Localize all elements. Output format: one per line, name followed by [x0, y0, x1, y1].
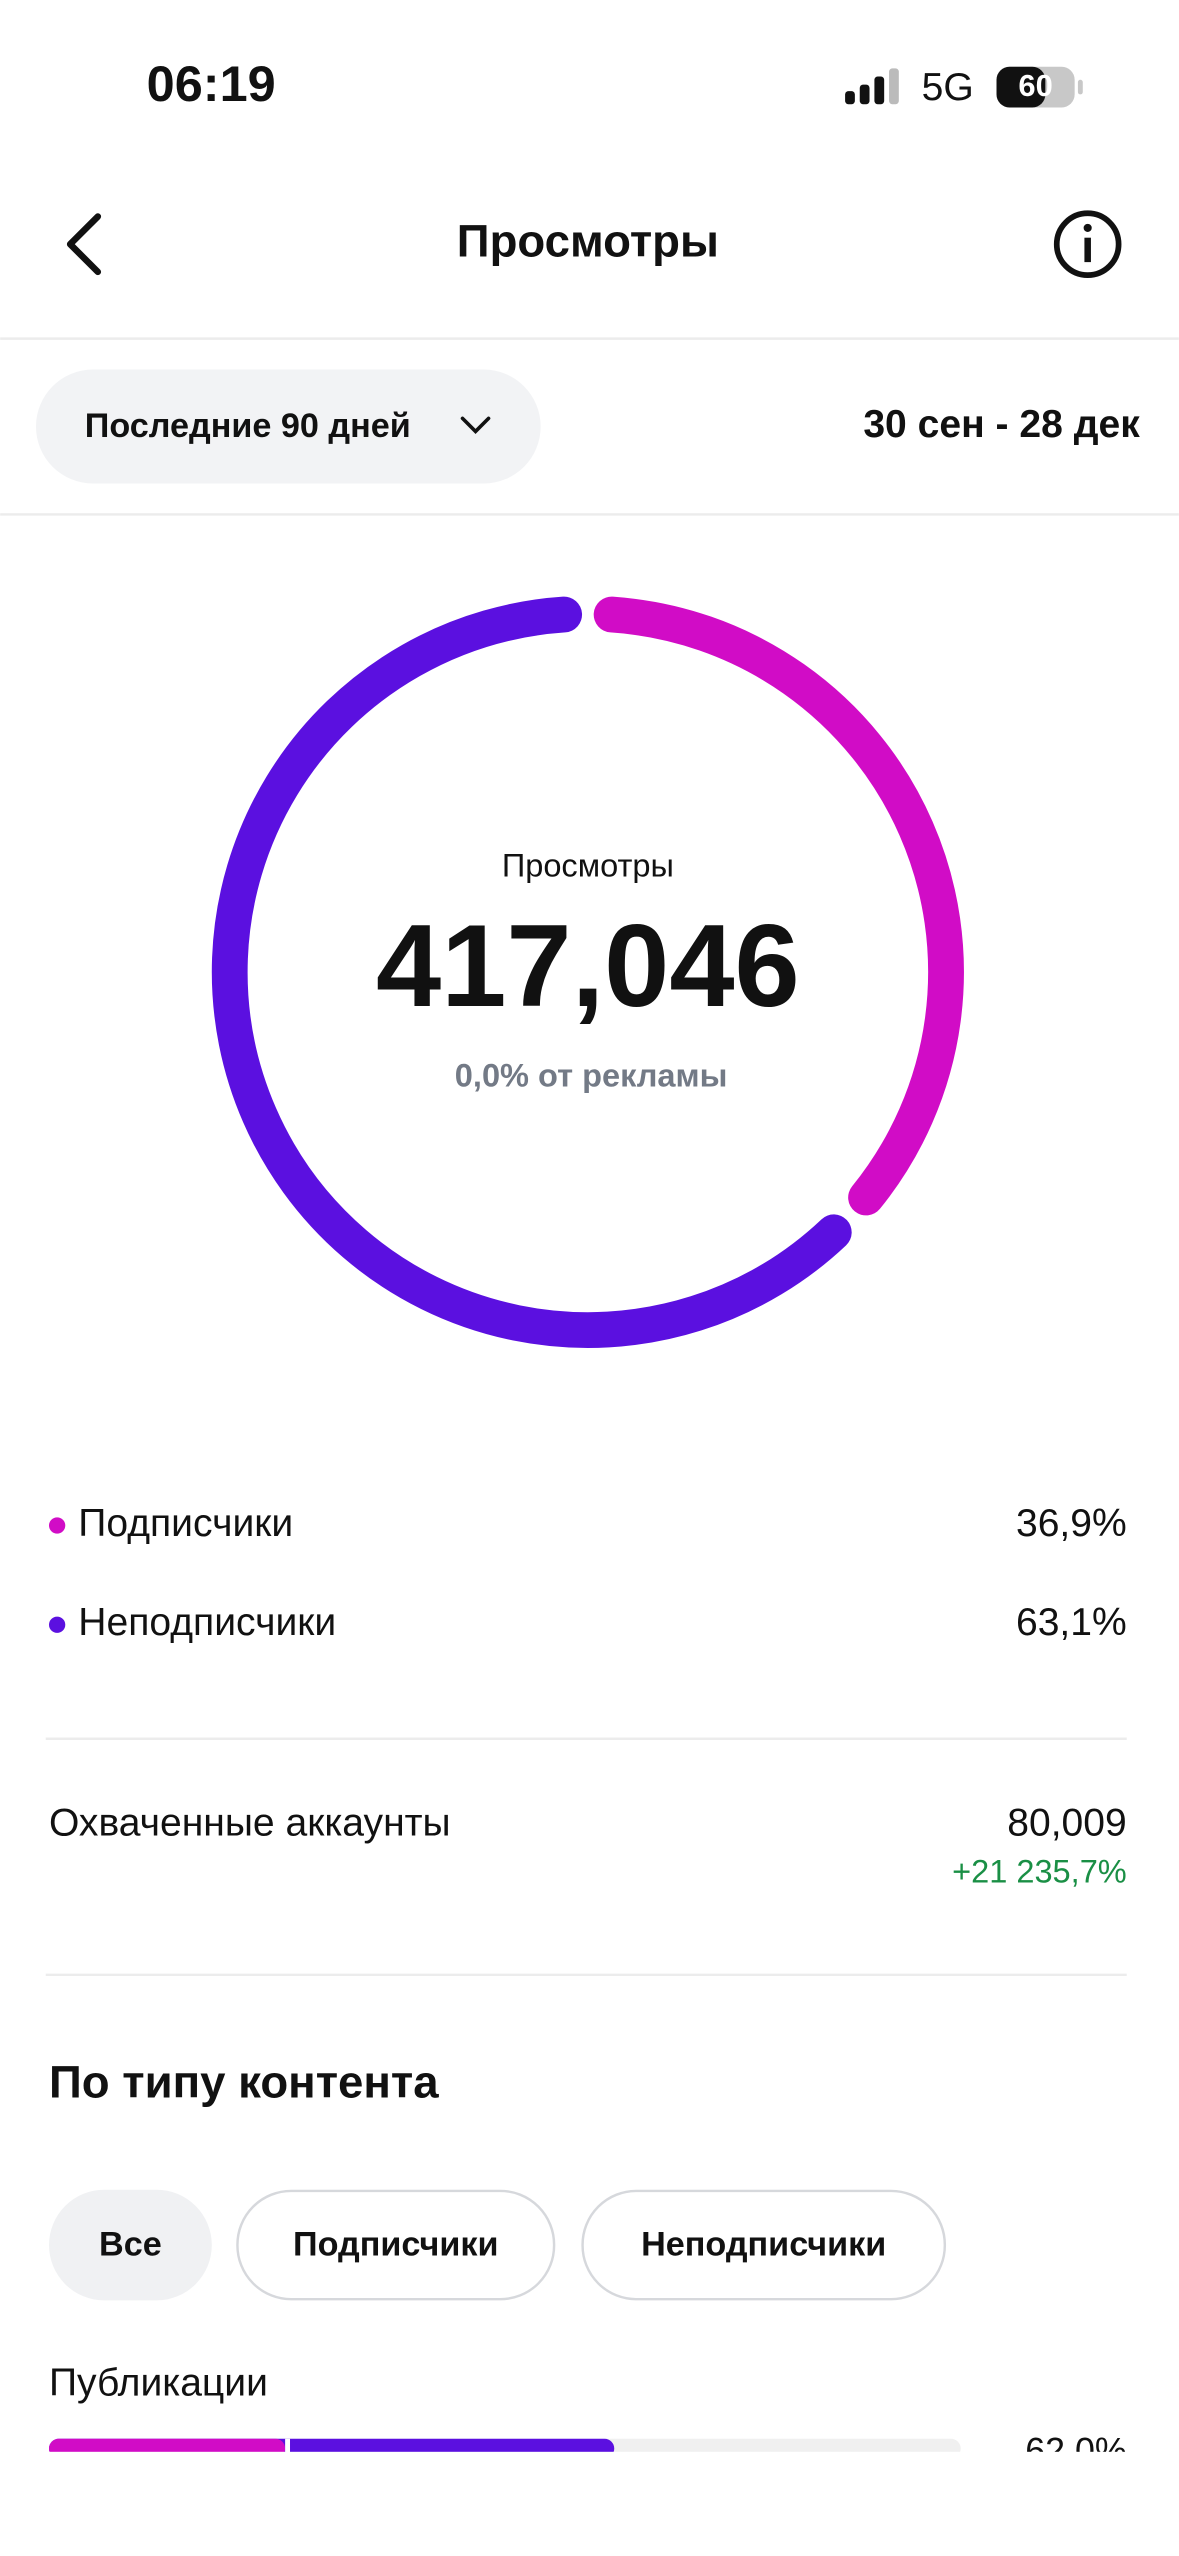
bottom-area — [0, 2451, 1179, 2556]
date-range: 30 сен - 28 дек — [863, 403, 1140, 446]
network-type: 5G — [922, 66, 974, 109]
views-total: 417,046 — [376, 900, 800, 1031]
battery-level: 60 — [1018, 68, 1052, 103]
legend-dot — [48, 1616, 66, 1633]
section-title: По типу контента — [49, 2057, 439, 2108]
period-dropdown[interactable] — [35, 369, 541, 484]
bar-gap — [285, 2438, 291, 2459]
period-label: Последние 90 дней — [85, 407, 411, 445]
status-time: 06:19 — [147, 55, 276, 112]
reach-change: +21 235,7% — [952, 1853, 1127, 1889]
tab-label: Все — [99, 2226, 162, 2264]
back-button[interactable] — [66, 213, 102, 276]
tab-chip[interactable] — [581, 2189, 947, 2301]
reach-label: Охваченные аккаунты — [49, 1801, 451, 1844]
donut-segment — [211, 596, 852, 1348]
tabs: Все Подписчики Неподписчики — [48, 2189, 947, 2301]
page-title: Просмотры — [457, 215, 719, 266]
tab-label: Неподписчики — [641, 2226, 886, 2264]
ads-note: 0,0% от рекламы — [455, 1057, 728, 1093]
reach-value: 80,009 — [1007, 1801, 1126, 1844]
legend-value: 63,1% — [1016, 1601, 1127, 1644]
tab-chip[interactable] — [48, 2189, 212, 2301]
dropdown-chevron — [460, 416, 491, 434]
donut-segment — [593, 596, 964, 1216]
legend-value: 36,9% — [1016, 1502, 1127, 1545]
tab-chip[interactable] — [236, 2189, 556, 2301]
legend-dot — [48, 1517, 66, 1534]
legend: Подписчики 36,9% Неподписчики 63,1% — [48, 1502, 1127, 1644]
signal-icon — [845, 68, 899, 105]
battery-icon — [996, 66, 1083, 108]
legend-label: Подписчики — [78, 1502, 293, 1545]
info-button[interactable] — [1053, 210, 1122, 278]
tab-label: Подписчики — [293, 2226, 498, 2264]
item-label: Публикации — [49, 2361, 268, 2404]
donut-chart — [211, 596, 964, 1348]
legend-label: Неподписчики — [78, 1601, 336, 1644]
donut-label: Просмотры — [502, 847, 674, 883]
